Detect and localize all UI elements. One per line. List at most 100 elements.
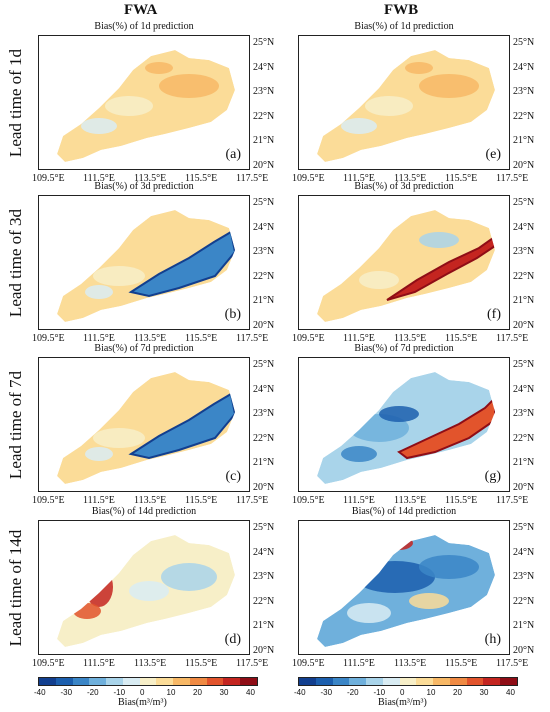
colorbar-segment [206, 678, 224, 685]
bias-patch [419, 555, 479, 579]
latitude-label: 24°N [513, 61, 535, 73]
bias-patch [81, 118, 117, 134]
colorbar-segment [55, 678, 73, 685]
panel-title: Bias(%) of 1d prediction [94, 21, 194, 32]
bias-map [317, 535, 495, 647]
colorbar-segment [466, 678, 484, 685]
colorbar-tick: -10 [113, 688, 126, 697]
colorbar-right [298, 677, 518, 686]
longitude-label: 111.5°E [83, 495, 115, 506]
colorbar-segment [433, 678, 450, 685]
longitude-label: 115.5°E [445, 658, 478, 669]
panel-title: Bias(%) of 7d prediction [354, 343, 454, 354]
colorbar-segment [449, 678, 467, 685]
colorbar-segment [106, 678, 123, 685]
colorbar-tick: -40 [34, 688, 46, 697]
latitude-label: 23°N [513, 571, 535, 582]
bias-map [57, 50, 235, 162]
longitude-label: 117.5°E [496, 495, 529, 506]
bias-map [57, 210, 235, 322]
longitude-label: 113.5°E [394, 658, 427, 669]
colorbar-tick: -30 [60, 688, 73, 697]
latitude-label: 24°N [513, 221, 535, 233]
latitude-label: 22°N [513, 270, 535, 282]
colorbar-tick: -30 [320, 688, 333, 697]
latitude-label: 22°N [513, 432, 535, 444]
colorbar-segment [39, 678, 56, 685]
longitude-label: 117.5°E [496, 333, 529, 344]
latitude-label: 25°N [513, 359, 535, 370]
panel-letter: (a) [225, 147, 241, 162]
longitude-label: 111.5°E [343, 658, 375, 669]
longitude-label: 117.5°E [236, 658, 269, 669]
latitude-label: 20°N [513, 319, 535, 331]
longitude-label: 111.5°E [83, 658, 115, 669]
longitude-label: 115.5°E [445, 333, 478, 344]
colorbar-segment [173, 678, 190, 685]
bias-patch [105, 96, 153, 116]
bias-patch [409, 593, 449, 609]
colorbar-tick: 0 [400, 688, 405, 697]
bias-band [131, 232, 235, 296]
bias-map [57, 535, 235, 647]
colorbar-tick: 10 [166, 688, 176, 697]
bias-map [57, 372, 235, 484]
latitude-label: 21°N [513, 295, 535, 306]
colorbar-segment [382, 678, 400, 685]
colorbar-segment [315, 678, 333, 685]
panel-letter: (c) [225, 469, 241, 484]
longitude-label: 117.5°E [496, 173, 529, 184]
colorbar-segment [483, 678, 501, 685]
latitude-label: 20°N [513, 481, 535, 493]
bias-band [399, 398, 495, 458]
colorbar-tick: 30 [219, 688, 229, 697]
longitude-label: 113.5°E [394, 495, 427, 506]
map-panel: (a) [38, 35, 250, 170]
latitude-label: 24°N [513, 546, 535, 558]
panel-title: Bias(%) of 7d prediction [94, 343, 194, 354]
latitude-label: 23°N [253, 571, 275, 582]
colorbar-left [38, 677, 258, 686]
panel-letter: (b) [224, 307, 241, 322]
longitude-label: 117.5°E [236, 333, 269, 344]
latitude-label: 20°N [253, 481, 275, 493]
colorbar-tick: 0 [140, 688, 145, 697]
latitude-label: 22°N [513, 110, 535, 122]
latitude-label: 22°N [253, 595, 275, 607]
panel-letter: (d) [224, 632, 241, 647]
bias-patch [341, 446, 377, 462]
longitude-label: 109.5°E [32, 658, 65, 669]
bias-band-edge [397, 395, 495, 460]
bias-patch [341, 118, 377, 134]
panel-title: Bias(%) of 14d prediction [351, 506, 457, 517]
colorbar-segment [89, 678, 107, 685]
latitude-label: 25°N [253, 37, 275, 48]
latitude-label: 22°N [513, 595, 535, 607]
bias-patch [347, 603, 391, 623]
latitude-label: 21°N [253, 457, 275, 468]
longitude-label: 113.5°E [394, 333, 427, 344]
row-label: Lead time of 7d [6, 370, 25, 480]
latitude-label: 22°N [253, 110, 275, 122]
colorbar-segment [189, 678, 207, 685]
bias-patch [93, 266, 145, 286]
longitude-label: 113.5°E [394, 173, 427, 184]
latitude-label: 23°N [253, 86, 275, 97]
bias-patch [159, 74, 219, 98]
row-label: Lead time of 14d [6, 529, 25, 647]
longitude-label: 115.5°E [445, 495, 478, 506]
bias-map [317, 210, 495, 322]
latitude-label: 20°N [513, 159, 535, 171]
latitude-label: 23°N [513, 86, 535, 97]
longitude-label: 109.5°E [292, 658, 325, 669]
latitude-label: 21°N [253, 620, 275, 631]
latitude-label: 22°N [253, 432, 275, 444]
longitude-label: 117.5°E [496, 658, 529, 669]
longitude-label: 115.5°E [185, 173, 218, 184]
longitude-label: 113.5°E [134, 495, 167, 506]
bias-band [131, 394, 235, 458]
longitude-label: 111.5°E [83, 173, 115, 184]
colorbar-segment [399, 678, 417, 685]
colorbar-tick: -10 [373, 688, 386, 697]
latitude-label: 25°N [253, 197, 275, 208]
